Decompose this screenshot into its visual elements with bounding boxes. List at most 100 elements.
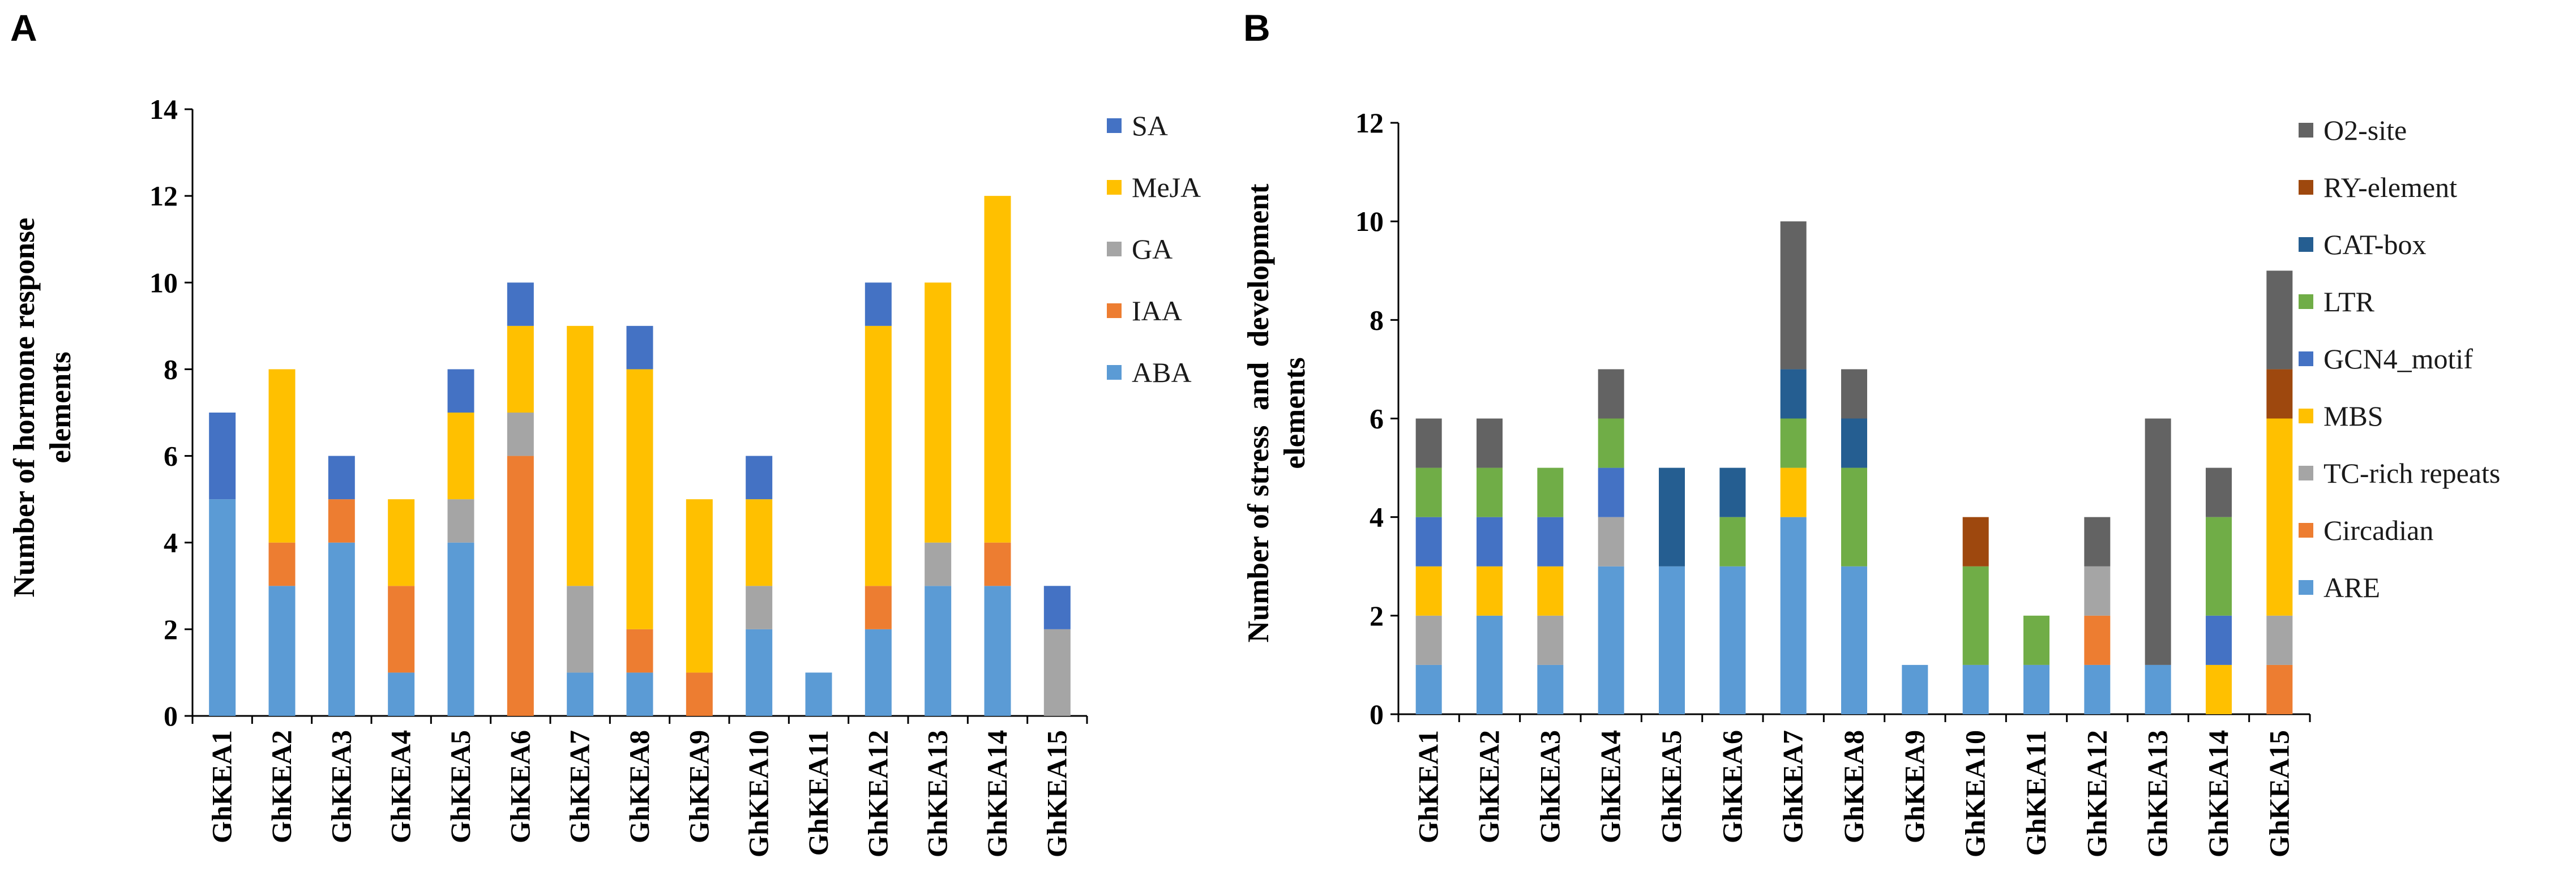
chart-b-bar-ghkea14-mbs	[2206, 664, 2232, 714]
chart-a-bar-ghkea14-iaa	[984, 542, 1011, 586]
chart-a-y-axis-title: Number of hormone response	[8, 218, 41, 598]
chart-a-bar-ghkea13-meja	[925, 282, 952, 543]
chart-b-bar-ghkea3-mbs	[1537, 566, 1564, 616]
chart-b-bar-ghkea1-are	[1415, 664, 1442, 714]
chart-a-bar-ghkea7-aba	[567, 672, 594, 716]
chart-b-bar-ghkea3-ltr	[1537, 467, 1564, 517]
chart-a-bar-ghkea1-sa	[209, 413, 236, 500]
chart-a-bar-ghkea10-sa	[746, 456, 773, 500]
chart-b-y-tick-label: 4	[1370, 501, 1384, 533]
chart-a-bar-ghkea13-ga	[925, 542, 952, 586]
chart-b-bar-ghkea13-are	[2145, 664, 2171, 714]
chart-b-bar-ghkea2-are	[1477, 615, 1503, 714]
chart-a-legend-swatch-sa	[1107, 118, 1122, 133]
chart-b-legend-swatch-circadian	[2299, 523, 2313, 538]
chart-a-bar-ghkea5-sa	[447, 369, 474, 413]
chart-a-bar-ghkea8-aba	[626, 672, 653, 716]
chart-b-bar-ghkea8-ltr	[1841, 467, 1867, 567]
chart-b-bar-ghkea3-are	[1537, 664, 1564, 714]
chart-a-hormone-response: 0 2 4 6 8 10 12 14 GhKEA1 GhKEA2 GhKEA3 GhKEA4 GhKEA…	[8, 93, 1201, 857]
chart-b-bar-ghkea15-circadian	[2266, 664, 2293, 714]
chart-a-bar-ghkea15-sa	[1043, 586, 1071, 629]
chart-a-x-tick-label: GhKEA15	[1041, 730, 1072, 857]
chart-a-bar-ghkea6-iaa	[507, 456, 534, 716]
chart-b-x-tick-label: GhKEA8	[1838, 730, 1869, 843]
chart-b-bar-ghkea12-o2-site	[2084, 517, 2111, 567]
chart-a-bar-ghkea8-iaa	[626, 629, 653, 673]
chart-a-legend-swatch-ga	[1107, 242, 1122, 256]
chart-b-bar-ghkea4-ltr	[1598, 418, 1624, 468]
chart-a-bar-ghkea3-iaa	[328, 499, 355, 543]
chart-a-legend-swatch-meja	[1107, 180, 1122, 195]
chart-b-bar-ghkea1-mbs	[1415, 566, 1442, 616]
chart-b-bar-ghkea2-o2-site	[1477, 418, 1503, 468]
chart-b-bar-ghkea4-are	[1598, 566, 1624, 714]
chart-b-bar-ghkea7-o2-site	[1780, 221, 1807, 370]
chart-a-legend-label-meja: MeJA	[1132, 171, 1201, 203]
chart-b-bar-ghkea10-are	[1962, 664, 1989, 714]
chart-b-y-axis-title: elements	[1278, 357, 1311, 469]
chart-a-x-tick-label: GhKEA7	[564, 730, 596, 843]
chart-b-bar-ghkea4-tc-rich-repeats	[1598, 517, 1624, 567]
chart-b-legend-label-o2-site: O2-site	[2323, 114, 2407, 146]
chart-b-legend-label-cat-box: CAT-box	[2323, 229, 2427, 260]
chart-b-legend-swatch-are	[2299, 580, 2313, 595]
chart-b-x-tick-label: GhKEA4	[1595, 730, 1627, 843]
chart-a-bar-ghkea2-iaa	[268, 542, 296, 586]
chart-b-bar-ghkea10-ry-element	[1962, 517, 1989, 567]
chart-b-stress-development: 0 2 4 6 8 10 12 GhKEA1 GhKEA2 GhKEA3 GhKEA4 GhKEA5 G…	[1242, 107, 2500, 857]
chart-a-y-tick-label: 4	[164, 527, 178, 559]
chart-b-bar-ghkea5-are	[1659, 566, 1685, 714]
chart-b-y-tick-label: 8	[1370, 304, 1384, 336]
chart-a-y-tick-label: 14	[149, 93, 178, 125]
chart-b-bar-ghkea1-o2-site	[1415, 418, 1442, 468]
chart-b-bar-ghkea14-ltr	[2206, 517, 2232, 616]
panel-label-b: B	[1243, 7, 1270, 49]
chart-a-bar-ghkea9-meja	[686, 499, 713, 673]
chart-a-x-tick-label: GhKEA11	[802, 730, 834, 856]
chart-a-bar-ghkea4-meja	[388, 499, 415, 586]
chart-a-bar-ghkea4-aba	[388, 672, 415, 716]
chart-b-legend-label-ry-element: RY-element	[2323, 171, 2457, 203]
chart-b-bar-ghkea2-gcn4-motif	[1477, 517, 1503, 567]
chart-b-bar-ghkea7-mbs	[1780, 467, 1807, 517]
chart-b-legend-swatch-tc-rich-repeats	[2299, 466, 2313, 480]
chart-a-y-tick-label: 2	[164, 613, 178, 645]
chart-a-bar-ghkea11-aba	[805, 672, 832, 716]
chart-b-x-tick-label: GhKEA12	[2081, 730, 2112, 857]
chart-b-bar-ghkea2-ltr	[1477, 467, 1503, 517]
chart-b-y-tick-label: 10	[1355, 205, 1384, 237]
chart-b-legend-swatch-ltr	[2299, 294, 2313, 309]
chart-a-x-tick-label: GhKEA5	[444, 730, 476, 843]
chart-b-bar-ghkea12-are	[2084, 664, 2111, 714]
chart-b-x-tick-label: GhKEA7	[1777, 730, 1809, 843]
chart-a-bar-ghkea8-meja	[626, 369, 653, 629]
chart-b-bar-ghkea8-are	[1841, 566, 1867, 714]
chart-b-bar-ghkea6-ltr	[1719, 517, 1746, 567]
chart-a-bar-ghkea2-aba	[268, 586, 296, 716]
chart-b-legend-swatch-mbs	[2299, 409, 2313, 423]
chart-a-bar-ghkea5-aba	[447, 542, 474, 716]
chart-a-bar-ghkea1-aba	[209, 499, 236, 716]
chart-b-bar-ghkea8-o2-site	[1841, 369, 1867, 419]
chart-b-bar-ghkea4-o2-site	[1598, 369, 1624, 419]
chart-a-bar-ghkea6-ga	[507, 413, 534, 456]
chart-b-bar-ghkea8-cat-box	[1841, 418, 1867, 468]
chart-a-legend-label-iaa: IAA	[1132, 295, 1182, 327]
chart-a-y-axis-title: elements	[44, 351, 77, 463]
chart-b-x-tick-label: GhKEA13	[2142, 730, 2173, 857]
chart-a-x-tick-label: GhKEA1	[206, 730, 238, 843]
chart-a-bar-ghkea12-aba	[865, 629, 892, 716]
chart-b-bar-ghkea14-gcn4-motif	[2206, 615, 2232, 665]
chart-a-y-tick-label: 0	[164, 700, 178, 732]
chart-b-bar-ghkea10-ltr	[1962, 566, 1989, 665]
chart-a-bar-ghkea10-meja	[746, 499, 773, 586]
chart-b-legend-label-ltr: LTR	[2323, 286, 2374, 317]
chart-b-legend-swatch-o2-site	[2299, 123, 2313, 138]
chart-a-bar-ghkea13-aba	[925, 586, 952, 716]
chart-b-x-tick-label: GhKEA1	[1413, 730, 1444, 843]
chart-b-x-tick-label: GhKEA11	[2020, 730, 2052, 856]
chart-a-x-tick-label: GhKEA13	[922, 730, 953, 857]
chart-a-bar-ghkea15-ga	[1043, 629, 1071, 716]
chart-a-y-tick-label: 10	[149, 267, 178, 298]
